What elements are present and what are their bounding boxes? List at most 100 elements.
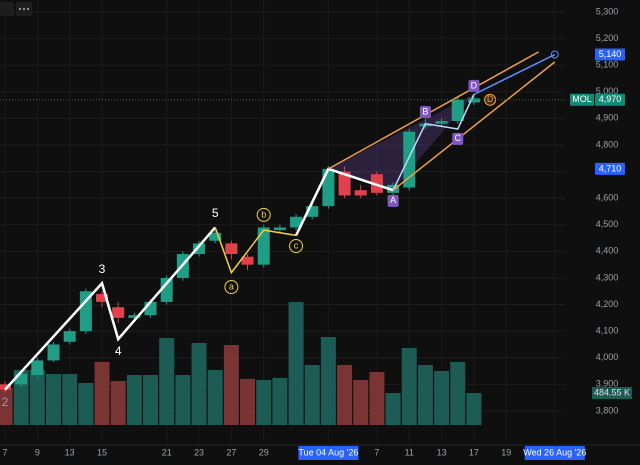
price-tag: 4,710 bbox=[599, 163, 622, 173]
y-tick-label: 4,000 bbox=[596, 352, 619, 362]
volume-bar bbox=[126, 374, 142, 425]
y-tick-label: 4,900 bbox=[596, 113, 619, 123]
candle-body bbox=[306, 206, 319, 217]
y-tick-label: 3,900 bbox=[596, 379, 619, 389]
candle-body bbox=[241, 256, 254, 265]
candle-body bbox=[322, 168, 335, 207]
candle-body bbox=[467, 98, 480, 103]
dot bbox=[23, 8, 25, 10]
pattern-fill bbox=[328, 94, 474, 191]
annotation-box bbox=[468, 79, 480, 92]
x-tick-label: 15 bbox=[97, 447, 107, 457]
candle-body bbox=[193, 243, 206, 255]
candle-body bbox=[15, 373, 28, 385]
volume-bar bbox=[46, 374, 62, 425]
price-tag-bg bbox=[595, 162, 625, 175]
volume-bar bbox=[159, 338, 175, 425]
volume-bar bbox=[207, 369, 223, 425]
annotation-text: D bbox=[471, 80, 478, 90]
y-tick-label: 5,200 bbox=[596, 33, 619, 43]
y-tick-label: 4,400 bbox=[596, 246, 619, 256]
volume-bar bbox=[175, 374, 191, 425]
volume-bar bbox=[304, 364, 320, 425]
volume-bar bbox=[385, 393, 401, 425]
tag-name: MOL bbox=[572, 94, 592, 104]
candle-body bbox=[290, 216, 303, 228]
volume-bar bbox=[143, 374, 159, 425]
annotation-box bbox=[452, 132, 464, 145]
y-tick-label: 3,800 bbox=[596, 405, 619, 415]
volume-tag: 484.55 K bbox=[594, 387, 630, 397]
volume-bar bbox=[62, 374, 78, 425]
y-tick-label: 4,600 bbox=[596, 193, 619, 203]
annotation-text: 3 bbox=[99, 262, 106, 276]
annotation-text: b bbox=[261, 209, 266, 219]
annotation-text: 4 bbox=[115, 344, 122, 358]
volume-tag-bg bbox=[592, 386, 632, 399]
volume-bar bbox=[256, 380, 272, 425]
annotation-circle bbox=[224, 280, 239, 295]
x-tick-label: Tue 04 Aug '26 bbox=[298, 447, 358, 457]
delete-button[interactable] bbox=[0, 2, 14, 16]
dot bbox=[27, 8, 29, 10]
y-tick-label: 4,300 bbox=[596, 272, 619, 282]
x-tick-label: 9 bbox=[35, 447, 40, 457]
annotation-box bbox=[387, 194, 399, 207]
drawing-line bbox=[214, 227, 297, 275]
candle-body bbox=[31, 360, 44, 376]
price-tag-bg bbox=[595, 93, 625, 106]
candle-body bbox=[79, 291, 92, 332]
volume-bar bbox=[369, 371, 385, 425]
volume-bar bbox=[417, 364, 433, 425]
annotation-circle bbox=[256, 207, 271, 222]
drawing-line bbox=[328, 51, 539, 170]
volume-bar bbox=[223, 345, 239, 425]
x-tick-label: 11 bbox=[405, 447, 414, 457]
volume-bar bbox=[240, 378, 256, 425]
volume-bar bbox=[434, 370, 450, 425]
candle-body bbox=[354, 190, 367, 196]
candle-body bbox=[338, 171, 351, 196]
volume-bar bbox=[320, 337, 336, 425]
volume-bar bbox=[0, 388, 13, 425]
annotation-text: 2 bbox=[2, 395, 9, 409]
drawing-line bbox=[473, 53, 556, 96]
volume-bar bbox=[288, 302, 304, 425]
x-tick-label: 17 bbox=[469, 447, 479, 457]
x-tick-label: 21 bbox=[162, 447, 172, 457]
price-tag: 5,140 bbox=[599, 49, 622, 59]
annotation-text: B bbox=[422, 106, 428, 116]
price-tag-bg bbox=[595, 48, 625, 61]
volume-bar bbox=[353, 380, 369, 425]
candle-body bbox=[435, 121, 448, 124]
annotation-text: c bbox=[294, 240, 299, 250]
y-tick-label: 4,800 bbox=[596, 139, 619, 149]
x-tick-label: Wed 26 Aug '26 bbox=[523, 447, 586, 457]
y-tick-label: 5,000 bbox=[596, 86, 619, 96]
drawing-line bbox=[4, 226, 217, 391]
annotation-box bbox=[419, 105, 431, 118]
x-tick-label: 7 bbox=[2, 447, 7, 457]
candle-body bbox=[225, 243, 238, 255]
x-tick-label: 23 bbox=[194, 447, 204, 457]
time-tag-bg bbox=[524, 446, 585, 460]
candle-body bbox=[370, 174, 383, 193]
drawing-line bbox=[392, 94, 475, 191]
x-tick-label: 19 bbox=[501, 447, 511, 457]
dot bbox=[19, 8, 21, 10]
candle-body bbox=[273, 227, 286, 231]
annotation-text: A bbox=[390, 195, 396, 205]
annotation-text: a bbox=[229, 281, 234, 291]
candle-body bbox=[160, 277, 173, 302]
candle-body bbox=[451, 99, 464, 122]
x-tick-label: 27 bbox=[226, 447, 236, 457]
volume-bar bbox=[110, 381, 126, 425]
annotation-text: C bbox=[455, 133, 462, 143]
volume-bar bbox=[466, 392, 482, 425]
annotation-circle bbox=[289, 239, 304, 254]
candle-body bbox=[128, 315, 141, 318]
volume-bar bbox=[94, 361, 110, 425]
x-tick-label: 13 bbox=[65, 447, 75, 457]
drawing-line bbox=[392, 61, 556, 191]
